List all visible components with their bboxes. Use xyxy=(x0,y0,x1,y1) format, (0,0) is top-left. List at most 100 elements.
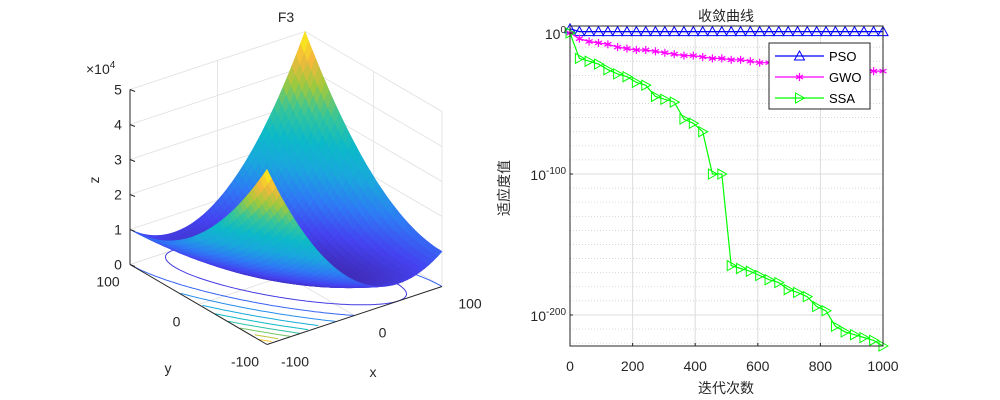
z-tick-mark xyxy=(129,194,136,197)
z-tick-mark xyxy=(129,264,136,267)
series-ssa xyxy=(565,27,890,352)
triangle-right-marker xyxy=(830,320,842,333)
triangle-right-marker xyxy=(660,93,671,106)
triangle-up-marker xyxy=(793,49,806,61)
triangle-up-marker xyxy=(763,25,775,37)
triangle-up-marker xyxy=(772,25,785,37)
triangle-right-marker xyxy=(840,326,852,338)
triangle-right-marker xyxy=(698,125,709,138)
y-axis-label: 适应度值 xyxy=(496,160,513,216)
triangle-right-marker xyxy=(850,328,861,341)
triangle-right-marker xyxy=(717,168,728,180)
legend-label: PSO xyxy=(829,49,856,64)
triangle-right-marker xyxy=(795,92,806,104)
y-axis-line xyxy=(129,264,268,345)
triangle-right-marker xyxy=(641,79,652,92)
asterisk-stroke xyxy=(698,54,707,60)
x-tick-label: 800 xyxy=(809,358,833,374)
asterisk-marker xyxy=(795,73,804,81)
x-tick-labels: 0 200 400 600 800 1000 xyxy=(566,343,899,374)
tick-base: 10 xyxy=(530,167,546,183)
asterisk-marker xyxy=(641,45,650,54)
series-line xyxy=(569,32,884,347)
y-tick-labels: 100 0 -100 xyxy=(96,274,259,370)
asterisk-marker xyxy=(727,55,735,64)
triangle-right-marker xyxy=(603,63,614,76)
z-tick-label: 0 xyxy=(114,257,122,273)
triangle-right-marker xyxy=(593,58,605,70)
triangle-right-marker xyxy=(669,96,681,108)
contour-line xyxy=(239,327,290,337)
surface-mesh xyxy=(129,30,443,289)
triangle-right-marker xyxy=(631,76,643,89)
asterisk-marker xyxy=(680,51,688,60)
contour-line xyxy=(214,313,309,331)
x-tick-labels: -100 0 100 xyxy=(281,296,482,370)
contour-line xyxy=(228,320,300,334)
contour-line xyxy=(130,264,355,316)
asterisk-stroke xyxy=(689,53,698,59)
z-tick-mark xyxy=(129,159,136,162)
asterisk-stroke xyxy=(736,57,745,63)
triangle-up-marker xyxy=(820,25,832,37)
tick-base: 10 xyxy=(530,308,546,324)
asterisk-marker xyxy=(661,48,669,57)
triangle-up-marker xyxy=(782,25,795,37)
x-tick-label: 1000 xyxy=(867,358,898,374)
triangle-up-marker xyxy=(734,25,747,37)
triangle-up-marker xyxy=(668,25,681,37)
contour-line xyxy=(258,339,272,342)
legend: PSO GWO SSA xyxy=(768,42,871,110)
asterisk-stroke xyxy=(795,74,804,80)
triangle-up-marker xyxy=(801,25,814,37)
legend-entry-pso: PSO xyxy=(775,49,856,64)
y-tick-label: 100 xyxy=(545,25,567,42)
x-axis-label: 迭代次数 xyxy=(698,381,754,397)
z-exponent-label: ×104 xyxy=(86,60,116,77)
y-tick-label: 10-100 xyxy=(530,166,566,183)
tick-exponent: -200 xyxy=(546,307,566,318)
asterisk-marker xyxy=(613,43,622,52)
triangle-right-marker xyxy=(821,304,833,317)
x-tick-label: 0 xyxy=(379,325,387,341)
triangle-right-marker xyxy=(688,117,700,130)
x-tick-label: 0 xyxy=(566,358,574,374)
triangle-up-marker xyxy=(602,25,614,37)
asterisk-stroke xyxy=(623,46,631,52)
asterisk-marker xyxy=(746,57,755,66)
asterisk-stroke xyxy=(613,44,622,50)
contour-line xyxy=(202,304,319,327)
triangle-up-marker xyxy=(611,25,624,37)
surface-patch xyxy=(263,168,272,184)
x-tick-label: 600 xyxy=(746,358,770,374)
triangle-up-marker xyxy=(744,25,757,37)
tick-exponent: 0 xyxy=(560,25,566,36)
tick-base: 10 xyxy=(545,26,561,42)
x-tick-label: 200 xyxy=(621,358,645,374)
asterisk-marker xyxy=(718,54,726,63)
axes-box xyxy=(569,25,884,347)
triangle-up-marker xyxy=(753,25,766,37)
triangle-up-marker xyxy=(706,25,719,37)
triangle-right-marker xyxy=(622,70,633,83)
surface-patch xyxy=(300,30,309,53)
asterisk-stroke xyxy=(869,68,878,74)
triangle-up-marker xyxy=(867,25,880,37)
triangle-up-marker xyxy=(687,25,700,37)
asterisk-marker xyxy=(670,50,679,59)
triangle-right-marker xyxy=(783,283,795,296)
z-tick-labels: 0 1 2 3 4 5 xyxy=(114,82,136,273)
triangle-right-marker xyxy=(726,259,738,272)
asterisk-stroke xyxy=(727,57,735,63)
triangle-right-marker xyxy=(613,68,624,80)
x-axis-line xyxy=(266,286,443,345)
legend-label: SSA xyxy=(829,91,855,106)
triangle-up-marker xyxy=(649,25,662,37)
triangle-up-marker xyxy=(639,25,652,37)
triangle-right-marker xyxy=(793,286,804,299)
triangle-up-marker xyxy=(678,25,690,37)
asterisk-stroke xyxy=(585,38,593,45)
